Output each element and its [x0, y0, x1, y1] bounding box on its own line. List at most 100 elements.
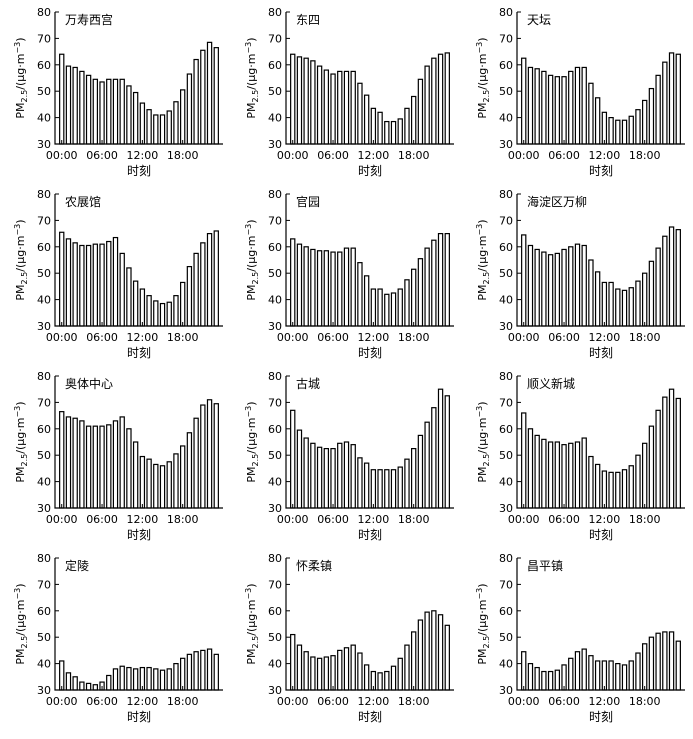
y-tick-label: 80	[499, 188, 513, 201]
bar	[92, 78, 99, 145]
x-tick-label: 06:00	[317, 695, 349, 708]
chart-title: 万寿西宫	[65, 12, 113, 27]
y-tick-label: 40	[37, 294, 51, 307]
bar	[648, 87, 655, 145]
y-tick-label: 70	[268, 578, 282, 591]
bar	[615, 288, 621, 327]
bar	[200, 49, 206, 145]
axes	[54, 12, 223, 145]
bar	[628, 660, 634, 691]
bar	[581, 244, 587, 327]
y-tick-label: 80	[268, 370, 282, 383]
bar	[642, 272, 648, 327]
y-axis-label-ylabel-sup: −3	[475, 42, 484, 54]
bar	[85, 682, 92, 691]
y-tick-label: 50	[37, 85, 51, 98]
y-axis-label-ylabel-close: )	[245, 401, 258, 405]
bar	[119, 665, 125, 691]
bar	[568, 246, 574, 327]
y-axis-label-ylabel-close: )	[14, 583, 27, 587]
chart-panel-11: 30 40 50 60 70 80 00:00 06:00 12:00 18:00 怀柔镇 时刻 PM2…	[241, 546, 472, 728]
axes	[516, 558, 685, 691]
bar	[139, 288, 146, 327]
bar	[431, 407, 437, 509]
bar	[527, 66, 534, 145]
y-tick-label: 50	[268, 85, 282, 98]
y-tick-label: 80	[37, 188, 51, 201]
bar	[186, 653, 193, 691]
bar	[635, 109, 641, 145]
bar	[153, 300, 159, 327]
bar	[206, 232, 213, 327]
bar	[635, 454, 641, 509]
y-axis-label-ylabel: PM	[14, 284, 27, 300]
x-tick-label: 18:00	[629, 331, 661, 344]
x-tick-label: 00:00	[46, 513, 78, 526]
bar	[363, 94, 370, 145]
bar	[594, 463, 601, 509]
y-tick-label: 80	[37, 370, 51, 383]
y-axis-label-ylabel-sup: −3	[244, 42, 253, 54]
bar	[541, 251, 547, 327]
bar	[323, 447, 330, 509]
bar	[662, 61, 668, 145]
chart-panel-2: 30 40 50 60 70 80 00:00 06:00 12:00 18:00 东四 时刻 PM2.…	[241, 0, 472, 182]
bar	[588, 259, 594, 327]
bar	[343, 247, 350, 327]
bar	[173, 453, 179, 509]
bar	[370, 107, 377, 145]
chart-title: 东四	[296, 13, 320, 27]
bar	[132, 91, 139, 145]
bar	[180, 657, 186, 691]
y-axis-label: PM2.5/(μg·m−3)	[475, 37, 491, 118]
y-tick-label: 70	[268, 32, 282, 45]
y-tick-label: 70	[37, 578, 51, 591]
bar	[343, 70, 350, 145]
x-tick-label: 18:00	[398, 695, 430, 708]
bar	[377, 111, 383, 145]
bar	[180, 281, 186, 327]
chart-title: 奥体中心	[65, 376, 113, 391]
y-tick-label: 30	[268, 320, 282, 333]
chart-title: 古城	[296, 376, 320, 391]
bar	[534, 434, 540, 509]
y-tick-label: 70	[499, 396, 513, 409]
bar	[431, 239, 437, 327]
y-axis-label-ylabel-close: )	[14, 401, 27, 405]
y-axis-label-ylabel-sup: −3	[244, 406, 253, 418]
bar	[65, 672, 72, 691]
bar	[601, 470, 608, 509]
x-tick-label: 00:00	[46, 149, 78, 162]
bar	[377, 288, 383, 327]
y-axis-label-ylabel-unit: /(μg·m	[476, 600, 489, 636]
bar	[99, 243, 105, 327]
y-axis-label-ylabel-sub: 2.5	[20, 272, 29, 285]
x-tick-label: 00:00	[508, 331, 540, 344]
bar	[153, 463, 159, 509]
x-tick-label: 00:00	[46, 695, 78, 708]
x-tick-label: 18:00	[167, 331, 199, 344]
bar	[186, 265, 193, 327]
bar	[384, 469, 390, 509]
x-tick-label: 00:00	[508, 695, 540, 708]
bar	[397, 118, 403, 145]
bar	[159, 302, 166, 327]
bar	[655, 632, 661, 691]
bar	[608, 281, 614, 327]
y-axis-label-ylabel-unit: /(μg·m	[14, 236, 27, 272]
x-tick-label: 06:00	[317, 513, 349, 526]
bar	[588, 655, 594, 691]
bar	[404, 107, 410, 145]
bar	[437, 53, 444, 145]
bar	[330, 73, 336, 145]
y-axis-label-ylabel-close: )	[245, 219, 258, 223]
y-axis-label-ylabel-sub: 2.5	[20, 636, 29, 649]
y-tick-label: 40	[268, 294, 282, 307]
bar	[316, 250, 323, 327]
y-tick-label: 30	[499, 684, 513, 697]
bar	[424, 421, 430, 509]
y-tick-label: 80	[37, 6, 51, 19]
bar	[193, 417, 199, 509]
bar	[397, 466, 403, 509]
